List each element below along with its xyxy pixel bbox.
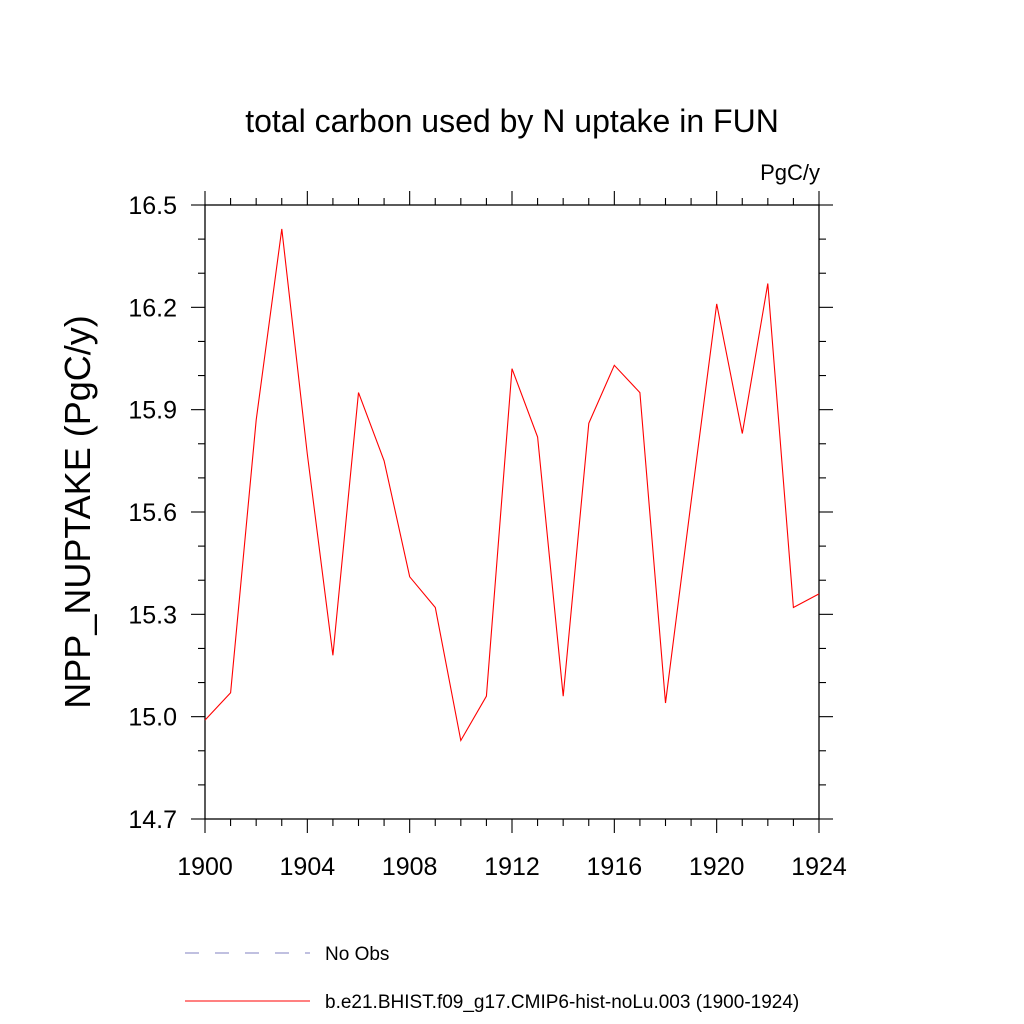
x-tick-label: 1900	[177, 853, 233, 881]
y-tick-label: 15.6	[128, 499, 177, 527]
x-tick-label: 1912	[484, 853, 540, 881]
plot-frame	[204, 204, 820, 820]
legend-label-no-obs: No Obs	[325, 944, 389, 965]
y-tick-label: 16.2	[128, 294, 177, 322]
axis-ticks	[191, 191, 833, 833]
y-axis-label: NPP_NUPTAKE (PgC/y)	[57, 315, 98, 708]
y-tick-label: 15.3	[128, 601, 177, 629]
legend: No Obs b.e21.BHIST.f09_g17.CMIP6-hist-no…	[185, 944, 799, 1013]
x-tick-label: 1916	[587, 853, 643, 881]
legend-label-model-run: b.e21.BHIST.f09_g17.CMIP6-hist-noLu.003 …	[325, 992, 799, 1013]
y-tick-label: 15.0	[128, 704, 177, 732]
x-tick-label: 1904	[280, 853, 336, 881]
x-tick-label: 1924	[791, 853, 847, 881]
series-line-npp-nuptake	[204, 228, 820, 743]
axis-tick-labels: 1900 1904 1908 1912 1916 1920 1924 14.7 15.0 15.3…	[128, 192, 847, 881]
x-tick-label: 1920	[689, 853, 745, 881]
y-tick-label: 14.7	[128, 806, 177, 834]
y-tick-label: 15.9	[128, 397, 177, 425]
units-label: PgC/y	[760, 160, 820, 185]
chart-title: total carbon used by N uptake in FUN	[245, 103, 779, 139]
y-tick-label: 16.5	[128, 192, 177, 220]
x-tick-label: 1908	[382, 853, 438, 881]
